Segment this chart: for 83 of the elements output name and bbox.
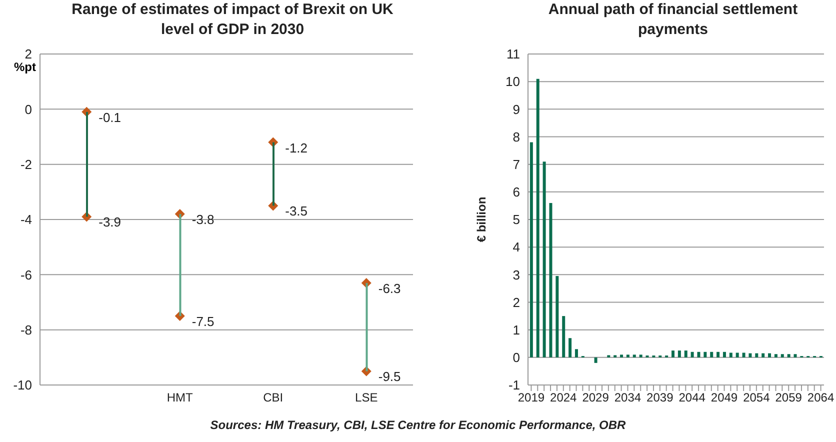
bar — [722, 352, 726, 358]
bar — [626, 354, 630, 358]
y-tick-label: 10 — [506, 74, 520, 90]
x-tick-label: 2034 — [614, 390, 642, 405]
x-tick-label: 2029 — [582, 390, 610, 405]
bar — [787, 354, 790, 358]
y-tick-label: 8 — [512, 129, 520, 144]
x-tick-label: 2019 — [518, 390, 545, 405]
bar — [736, 352, 739, 358]
bar — [716, 352, 720, 358]
bar — [729, 352, 732, 358]
bar — [704, 352, 707, 358]
bar — [620, 354, 624, 358]
y-tick-label: 6 — [512, 184, 520, 200]
bar — [556, 276, 559, 358]
bar — [549, 202, 552, 358]
x-tick-label: 2039 — [646, 390, 674, 405]
bar — [678, 350, 681, 358]
bar — [542, 162, 546, 358]
y-tick-label: 7 — [512, 156, 520, 172]
bar — [536, 78, 540, 358]
bar — [684, 350, 688, 358]
bar — [690, 352, 694, 358]
bar — [780, 354, 784, 358]
y-tick-label: 11 — [506, 46, 520, 62]
chart-title: Annual path of financial settlement payments — [547, 0, 799, 40]
data-label: -3.9 — [98, 214, 122, 230]
bar — [594, 357, 598, 363]
y-tick-label: -4 — [20, 212, 32, 228]
y-axis-title: %pt — [14, 60, 36, 74]
y-tick-label: -8 — [20, 322, 32, 338]
bar — [574, 349, 578, 358]
x-tick-label: 2044 — [678, 390, 706, 405]
y-axis-title: € billion — [474, 196, 488, 242]
x-tick-label: LSE — [355, 390, 378, 405]
chart-title: Range of estimates of impact of Brexit on UK level of GDP in 2030 — [70, 0, 394, 40]
data-label: -1.2 — [285, 140, 308, 156]
y-tick-label: 3 — [512, 267, 520, 282]
bar — [794, 354, 797, 358]
y-tick-label: -10 — [13, 378, 32, 393]
data-label: -9.5 — [378, 369, 401, 384]
source-note: Sources: HM Treasury, CBI, LSE Centre for Economic Performance, OBR — [209, 418, 627, 432]
y-tick-label: 0 — [512, 350, 520, 366]
bar — [562, 316, 566, 358]
data-label: -0.1 — [98, 110, 122, 125]
bar — [748, 353, 752, 358]
y-tick-label: -1 — [508, 378, 520, 393]
bar — [768, 353, 772, 358]
y-tick-label: 1 — [512, 322, 520, 338]
bar — [710, 352, 714, 358]
bar — [742, 352, 746, 358]
y-tick-label: 5 — [512, 212, 520, 228]
bar — [366, 282, 368, 372]
x-tick-label: 2024 — [550, 390, 578, 405]
bar — [755, 353, 758, 358]
bar — [697, 352, 700, 358]
data-label: -3.5 — [285, 204, 308, 219]
y-tick-label: 4 — [512, 240, 520, 255]
bar — [774, 354, 778, 358]
x-tick-label: 2049 — [710, 390, 738, 405]
data-label: -7.5 — [192, 314, 214, 330]
bar — [530, 142, 533, 358]
bar — [632, 354, 636, 358]
y-tick-label: 2 — [512, 294, 520, 310]
bar — [86, 112, 88, 217]
x-tick-label: CBI — [263, 390, 284, 405]
y-tick-label: -2 — [20, 156, 32, 172]
bar — [671, 350, 674, 358]
x-tick-label: 2054 — [743, 390, 770, 405]
y-tick-label: 2 — [24, 46, 32, 62]
bar — [272, 142, 274, 206]
y-tick-label: 0 — [24, 102, 32, 117]
data-label: -6.3 — [378, 280, 401, 296]
bar — [639, 354, 642, 358]
x-tick-label: 2059 — [775, 390, 802, 405]
bar — [179, 214, 182, 316]
x-tick-label: HMT — [166, 390, 194, 405]
bar — [568, 338, 572, 358]
y-tick-label: -6 — [20, 267, 32, 282]
y-tick-label: 9 — [512, 102, 520, 117]
bar — [762, 353, 765, 358]
x-tick-label: 2064 — [807, 390, 834, 405]
data-label: -3.8 — [192, 212, 214, 227]
